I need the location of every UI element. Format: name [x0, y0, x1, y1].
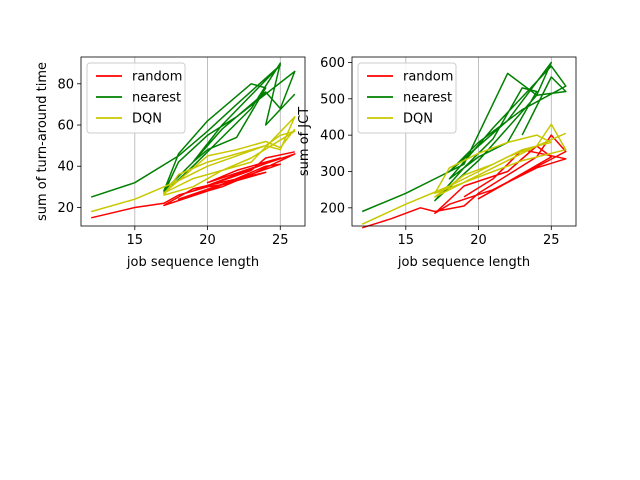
x-tick-label: 15: [127, 233, 144, 248]
plot-frame: [80, 56, 306, 227]
series-line-random: [361, 134, 567, 229]
x-tick-label: 25: [272, 233, 289, 248]
y-tick-label: 40: [57, 160, 74, 175]
legend-box: [86, 62, 186, 134]
y-tick-label: 400: [320, 129, 345, 144]
y-axis-label: sum of turn-around time: [35, 62, 50, 221]
x-tick-label: 20: [199, 233, 216, 248]
chart-turn-around: 15 20 25 20 40 60 80 job sequence length sum of …: [35, 56, 306, 270]
plot-frame: [351, 56, 577, 227]
series-line-DQN: [90, 116, 296, 213]
series-line-random: [91, 151, 296, 219]
y-tick-label: 80: [57, 77, 74, 92]
series-line-DQN: [361, 123, 567, 225]
x-tick-label: 15: [398, 233, 415, 248]
y-axis-label: sum of JCT: [297, 107, 312, 176]
y-tick-label: 20: [57, 201, 74, 216]
y-tick-label: 600: [320, 56, 345, 71]
legend-box: [357, 62, 457, 134]
x-tick-label: 20: [470, 233, 487, 248]
legend-label-random: random: [403, 70, 453, 85]
y-tick-label: 500: [320, 92, 345, 107]
x-axis-label: job sequence length: [126, 255, 259, 270]
series-line-nearest: [361, 61, 567, 213]
series-line-nearest: [90, 62, 296, 198]
y-tick-label: 300: [320, 165, 345, 180]
legend-label-nearest: nearest: [403, 91, 452, 106]
y-tick-label: 60: [57, 119, 74, 134]
y-tick-label: 200: [320, 201, 345, 216]
x-tick-label: 25: [543, 233, 560, 248]
legend-label-DQN: DQN: [403, 112, 433, 127]
legend-label-random: random: [132, 70, 182, 85]
x-axis-label: job sequence length: [397, 255, 530, 270]
legend-label-DQN: DQN: [132, 112, 162, 127]
chart-jct: 15 20 25 200 300 400 500 600 job sequence length…: [297, 56, 577, 270]
legend-label-nearest: nearest: [132, 91, 181, 106]
